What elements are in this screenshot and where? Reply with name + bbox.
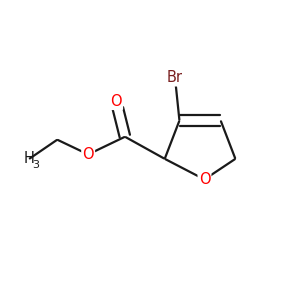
Text: 3: 3 <box>32 160 39 170</box>
Text: H: H <box>23 151 34 166</box>
Text: Br: Br <box>167 70 183 86</box>
Text: O: O <box>199 172 210 187</box>
Text: O: O <box>82 147 94 162</box>
Text: O: O <box>110 94 122 109</box>
